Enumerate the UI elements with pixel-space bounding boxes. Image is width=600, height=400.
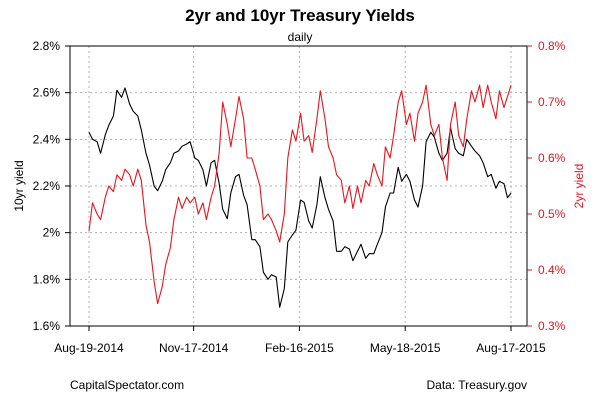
series-line-2yr [88,84,512,305]
y-left-tick-label: 2.6% [33,86,61,100]
y-right-tick-label: 0.4% [538,263,566,277]
y-right-label: 2yr yield [572,164,586,209]
y-left-label: 10yr yield [12,160,26,211]
y-right-tick-label: 0.8% [538,39,566,53]
y-right-tick-label: 0.6% [538,151,566,165]
y-right-tick-label: 0.3% [538,319,566,333]
y-right-tick-label: 0.5% [538,207,566,221]
grid [70,46,527,326]
plot-frame [69,45,528,327]
footer-source-right: Data: Treasury.gov [427,378,528,392]
right-y-axis: 0.3% 0.4% 0.5% 0.6% 0.7% 0.8% [527,39,566,333]
x-tick-label: Aug-17-2015 [476,341,546,355]
x-tick-label: Aug-19-2014 [54,341,124,355]
x-axis: Aug-19-2014 Nov-17-2014 Feb-16-2015 May-18-… [54,326,546,355]
x-tick-label: Nov-17-2014 [159,341,229,355]
series-layer [88,84,512,308]
y-left-tick-label: 1.6% [33,319,61,333]
y-left-tick-label: 2.8% [33,39,61,53]
y-left-tick-label: 2% [43,226,61,240]
chart-subtitle: daily [288,30,313,44]
y-right-tick-label: 0.7% [538,95,566,109]
footer-source-left: CapitalSpectator.com [70,378,184,392]
chart-title: 2yr and 10yr Treasury Yields [185,6,415,25]
y-left-tick-label: 1.8% [33,272,61,286]
left-y-axis: 1.6% 1.8% 2% 2.2% 2.4% 2.6% 2.8% [33,39,70,333]
y-left-tick-label: 2.2% [33,179,61,193]
x-tick-label: May-18-2015 [370,341,441,355]
y-left-tick-label: 2.4% [33,132,61,146]
series-line-10yr [88,87,512,308]
x-tick-label: Feb-16-2015 [265,341,334,355]
